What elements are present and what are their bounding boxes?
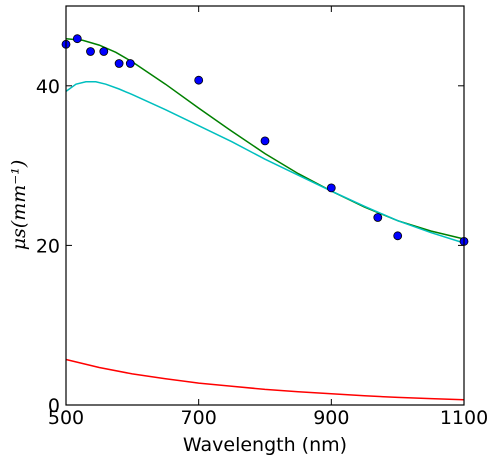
- x-tick-label: 900: [313, 407, 349, 429]
- y-axis-label: μs(mm⁻¹): [8, 160, 30, 251]
- y-tick-label: 20: [36, 235, 60, 257]
- data-point: [125, 59, 135, 68]
- data-point: [99, 47, 109, 56]
- x-tick-label: 1100: [440, 407, 488, 429]
- x-axis-label: Wavelength (nm): [183, 434, 347, 456]
- y-tick-label: 40: [36, 76, 60, 98]
- data-point: [373, 213, 383, 222]
- series-line-2: [65, 81, 465, 244]
- x-tick-label: 700: [181, 407, 217, 429]
- series-line-3: [65, 358, 465, 401]
- y-tick-label: 0: [48, 395, 60, 417]
- data-point: [114, 59, 124, 68]
- data-point: [393, 231, 403, 241]
- data-point: [194, 75, 204, 85]
- data-point: [72, 34, 82, 44]
- axes-frame: [65, 5, 465, 406]
- data-point: [260, 136, 270, 146]
- data-point: [86, 47, 95, 56]
- x-tick-label: 500: [48, 407, 84, 429]
- plot-area: [61, 34, 469, 401]
- data-point: [326, 183, 336, 193]
- axis-ticks: 500 700 900 1100 0 20 40: [36, 6, 488, 429]
